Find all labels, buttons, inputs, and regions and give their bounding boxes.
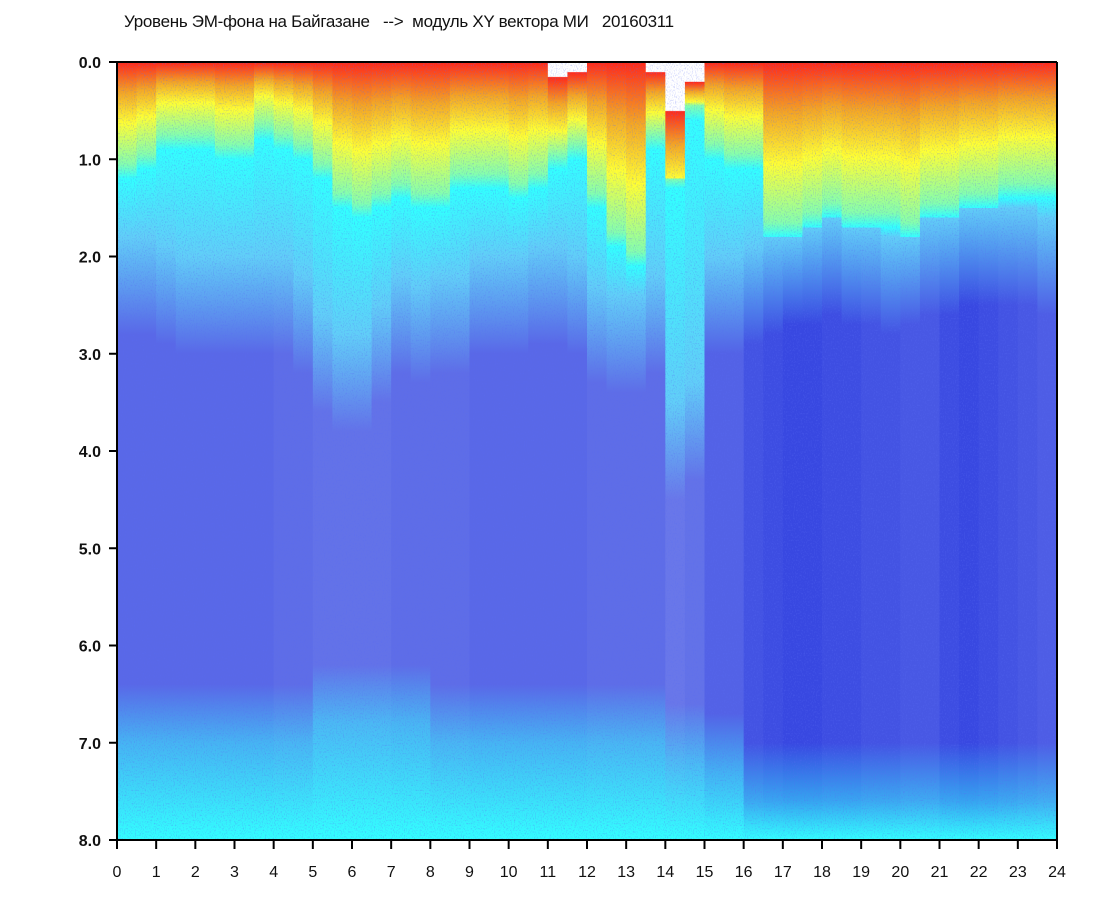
- x-tick-label: 11: [540, 864, 557, 881]
- x-tick-label: 21: [931, 864, 949, 881]
- x-tick-label: 20: [891, 864, 909, 881]
- x-tick-label: 5: [308, 864, 317, 881]
- x-tick-label: 18: [813, 864, 831, 881]
- x-tick-label: 12: [578, 864, 596, 881]
- x-tick-label: 0: [113, 864, 122, 881]
- x-tick-label: 24: [1048, 864, 1066, 881]
- x-tick-label: 17: [774, 864, 792, 881]
- x-tick-label: 2: [191, 864, 200, 881]
- axes: 0.01.02.03.04.05.06.07.08.00 1 2 3 4 5 6 7 8 9 10 1…: [79, 55, 1066, 881]
- chart-title: Уровень ЭМ-фона на Байгазане --> модуль …: [124, 12, 674, 31]
- y-tick-label: 3.0: [79, 347, 101, 364]
- x-tick-label: 23: [1009, 864, 1027, 881]
- x-tick-label: 7: [387, 864, 396, 881]
- x-tick-label: 14: [656, 864, 674, 881]
- x-tick-label: 22: [970, 864, 988, 881]
- noise-overlay: [117, 62, 1057, 840]
- x-tick-label: 1: [152, 864, 161, 881]
- y-tick-label: 5.0: [79, 541, 101, 558]
- x-tick-label: 13: [617, 864, 635, 881]
- y-tick-label: 6.0: [79, 639, 101, 656]
- y-tick-label: 4.0: [79, 444, 101, 461]
- x-tick-label: 6: [348, 864, 357, 881]
- x-tick-label: 15: [696, 864, 714, 881]
- x-tick-label: 19: [852, 864, 870, 881]
- x-tick-label: 16: [735, 864, 753, 881]
- y-tick-label: 0.0: [79, 55, 101, 72]
- y-tick-label: 2.0: [79, 250, 101, 267]
- y-tick-label: 8.0: [79, 833, 101, 850]
- x-tick-label: 10: [500, 864, 518, 881]
- y-tick-label: 1.0: [79, 152, 101, 169]
- x-tick-label: 8: [426, 864, 435, 881]
- x-tick-label: 3: [230, 864, 239, 881]
- y-tick-label: 7.0: [79, 736, 101, 753]
- x-tick-label: 9: [465, 864, 474, 881]
- x-tick-label: 4: [269, 864, 278, 881]
